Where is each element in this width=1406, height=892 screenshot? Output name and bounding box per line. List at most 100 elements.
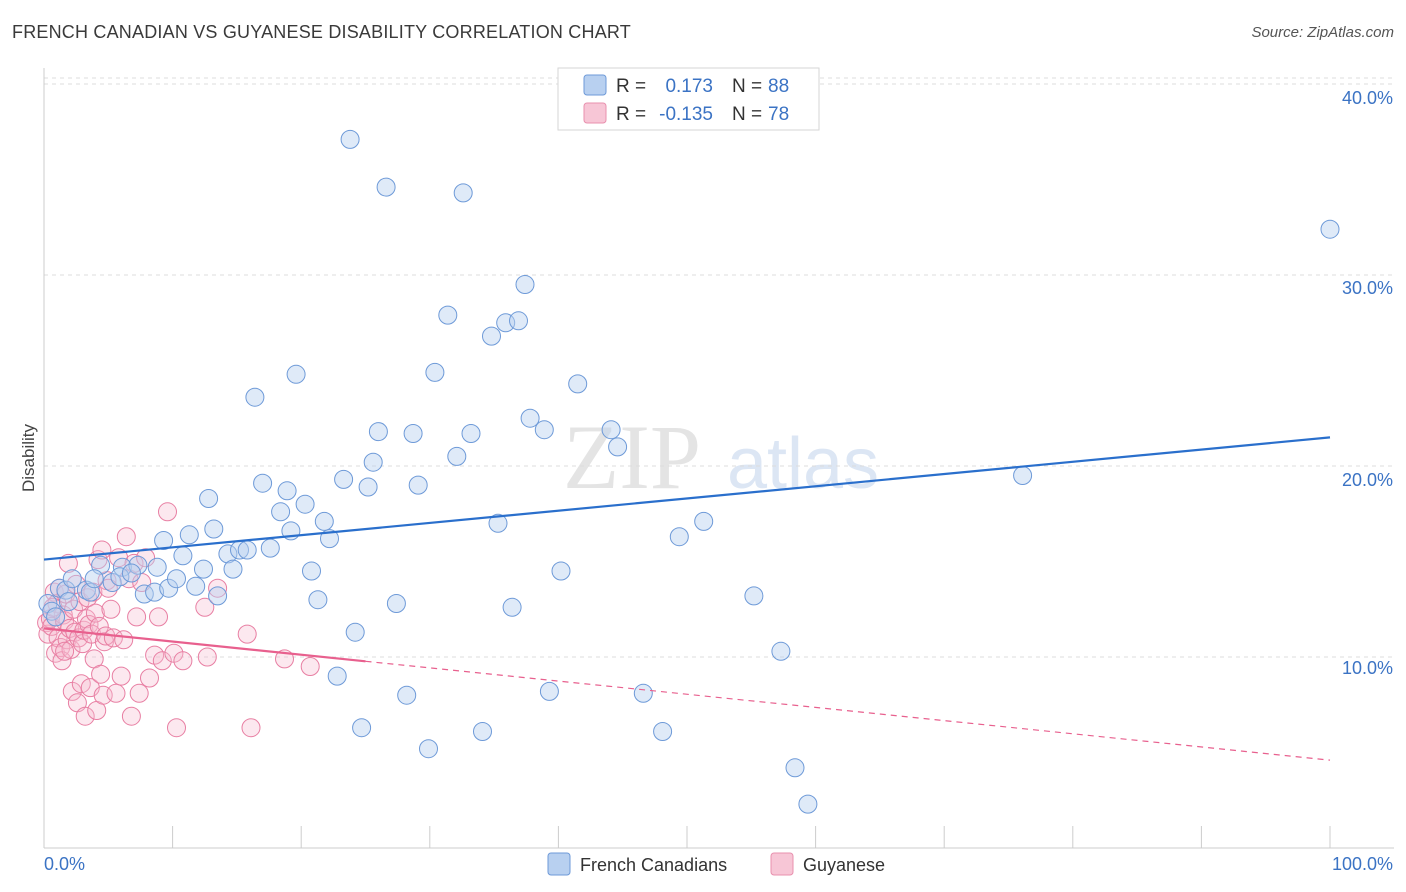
point-french-canadians-78 — [771, 641, 791, 661]
point-french-canadians-2 — [49, 578, 69, 598]
point-guyanese-65 — [158, 502, 177, 522]
point-french-canadians-72 — [608, 437, 628, 457]
y-tick-label-20: 20.0% — [1342, 470, 1393, 490]
bottom-legend-label-french-canadians: French Canadians — [580, 855, 727, 875]
point-french-canadians-4 — [62, 569, 82, 589]
point-french-canadians-16 — [167, 569, 186, 589]
point-guyanese-4 — [44, 582, 64, 602]
point-guyanese-49 — [106, 683, 126, 703]
x-tick-label-min: 0.0% — [44, 854, 85, 874]
point-french-canadians-80 — [798, 794, 818, 814]
legend-swatch-guyanese — [583, 102, 607, 124]
point-french-canadians-32 — [277, 481, 297, 501]
point-french-canadians-15 — [159, 578, 179, 598]
point-french-canadians-74 — [653, 722, 673, 741]
point-french-canadians-12 — [145, 582, 165, 602]
y-axis-label: Disability — [19, 423, 38, 492]
point-french-canadians-17 — [173, 546, 193, 566]
point-guyanese-28 — [75, 706, 95, 726]
point-french-canadians-65 — [515, 275, 535, 294]
point-french-canadians-3 — [56, 580, 76, 600]
point-guyanese-46 — [98, 578, 118, 598]
point-french-canadians-42 — [340, 129, 360, 149]
point-french-canadians-79 — [785, 758, 805, 778]
point-french-canadians-61 — [488, 513, 508, 533]
point-guyanese-68 — [173, 651, 193, 671]
bottom-legend: French Canadians Guyanese — [547, 852, 885, 876]
point-french-canadians-39 — [320, 529, 339, 549]
y-tick-label-30: 30.0% — [1342, 278, 1393, 298]
bottom-legend-swatch-french-canadians — [547, 852, 571, 876]
point-french-canadians-48 — [376, 177, 396, 197]
point-french-canadians-37 — [308, 590, 328, 610]
point-french-canadians-19 — [186, 576, 206, 596]
point-guyanese-15 — [58, 553, 78, 573]
point-french-canadians-21 — [199, 489, 219, 508]
point-french-canadians-82 — [1320, 219, 1340, 239]
point-french-canadians-55 — [438, 305, 458, 325]
point-french-canadians-38 — [314, 511, 334, 531]
point-guyanese-53 — [116, 527, 136, 547]
point-guyanese-25 — [71, 674, 91, 694]
point-french-canadians-56 — [447, 446, 467, 466]
point-french-canadians-67 — [534, 420, 554, 440]
point-french-canadians-43 — [345, 622, 365, 642]
chart-title: FRENCH CANADIAN VS GUYANESE DISABILITY C… — [12, 22, 631, 42]
point-french-canadians-8 — [102, 573, 122, 592]
point-french-canadians-35 — [295, 494, 315, 514]
trend-line-guyanese-dashed — [365, 660, 1331, 761]
y-tick-label-10: 10.0% — [1342, 658, 1393, 678]
point-french-canadians-81 — [1013, 466, 1033, 485]
point-french-canadians-66 — [520, 408, 540, 428]
point-guyanese-77 — [55, 641, 75, 661]
legend-r-value-blue: 0.173 — [665, 76, 713, 97]
point-guyanese-62 — [145, 645, 165, 665]
legend-n-label-blue: N = — [732, 76, 762, 97]
legend-n-label-pink: N = — [732, 104, 762, 125]
point-guyanese-40 — [91, 664, 111, 684]
x-axis-ticks — [43, 826, 1331, 848]
point-french-canadians-18 — [179, 525, 199, 545]
point-french-canadians-84 — [58, 592, 78, 612]
trend-lines — [43, 436, 1331, 761]
point-guyanese-71 — [208, 578, 228, 598]
point-french-canadians-36 — [302, 561, 321, 581]
legend-r-value-pink: -0.135 — [659, 104, 713, 125]
watermark-zip: ZIP — [563, 406, 701, 508]
point-french-canadians-69 — [551, 561, 571, 581]
point-french-canadians-71 — [601, 420, 621, 440]
point-french-canadians-83 — [46, 607, 66, 627]
point-french-canadians-28 — [245, 387, 265, 407]
point-french-canadians-75 — [669, 527, 689, 547]
legend-swatch-french-canadians — [583, 74, 607, 96]
point-guyanese-52 — [114, 630, 134, 650]
point-french-canadians-10 — [128, 555, 148, 575]
trend-line-french-canadians — [43, 436, 1331, 561]
point-french-canadians-59 — [473, 722, 492, 741]
point-french-canadians-73 — [633, 683, 653, 703]
point-french-canadians-47 — [368, 422, 388, 442]
point-french-canadians-34 — [286, 364, 306, 384]
point-guyanese-58 — [129, 683, 149, 703]
point-french-canadians-46 — [363, 452, 383, 472]
point-french-canadians-49 — [386, 594, 406, 613]
point-french-canadians-53 — [419, 739, 438, 759]
point-french-canadians-86 — [110, 567, 130, 587]
point-french-canadians-85 — [84, 569, 104, 589]
bottom-legend-swatch-guyanese — [770, 852, 794, 876]
point-french-canadians-68 — [539, 681, 559, 701]
point-french-canadians-70 — [568, 374, 588, 394]
point-french-canadians-29 — [253, 473, 273, 493]
point-guyanese-61 — [140, 668, 159, 688]
trend-line-guyanese-solid — [43, 627, 366, 663]
point-french-canadians-54 — [425, 362, 445, 382]
point-guyanese-67 — [167, 718, 186, 738]
point-french-canadians-14 — [154, 531, 174, 550]
point-guyanese-47 — [101, 599, 121, 619]
point-french-canadians-57 — [453, 183, 473, 203]
data-points — [37, 129, 1340, 814]
point-guyanese-75 — [300, 657, 320, 676]
point-french-canadians-30 — [260, 538, 280, 558]
point-french-canadians-87 — [121, 563, 141, 583]
